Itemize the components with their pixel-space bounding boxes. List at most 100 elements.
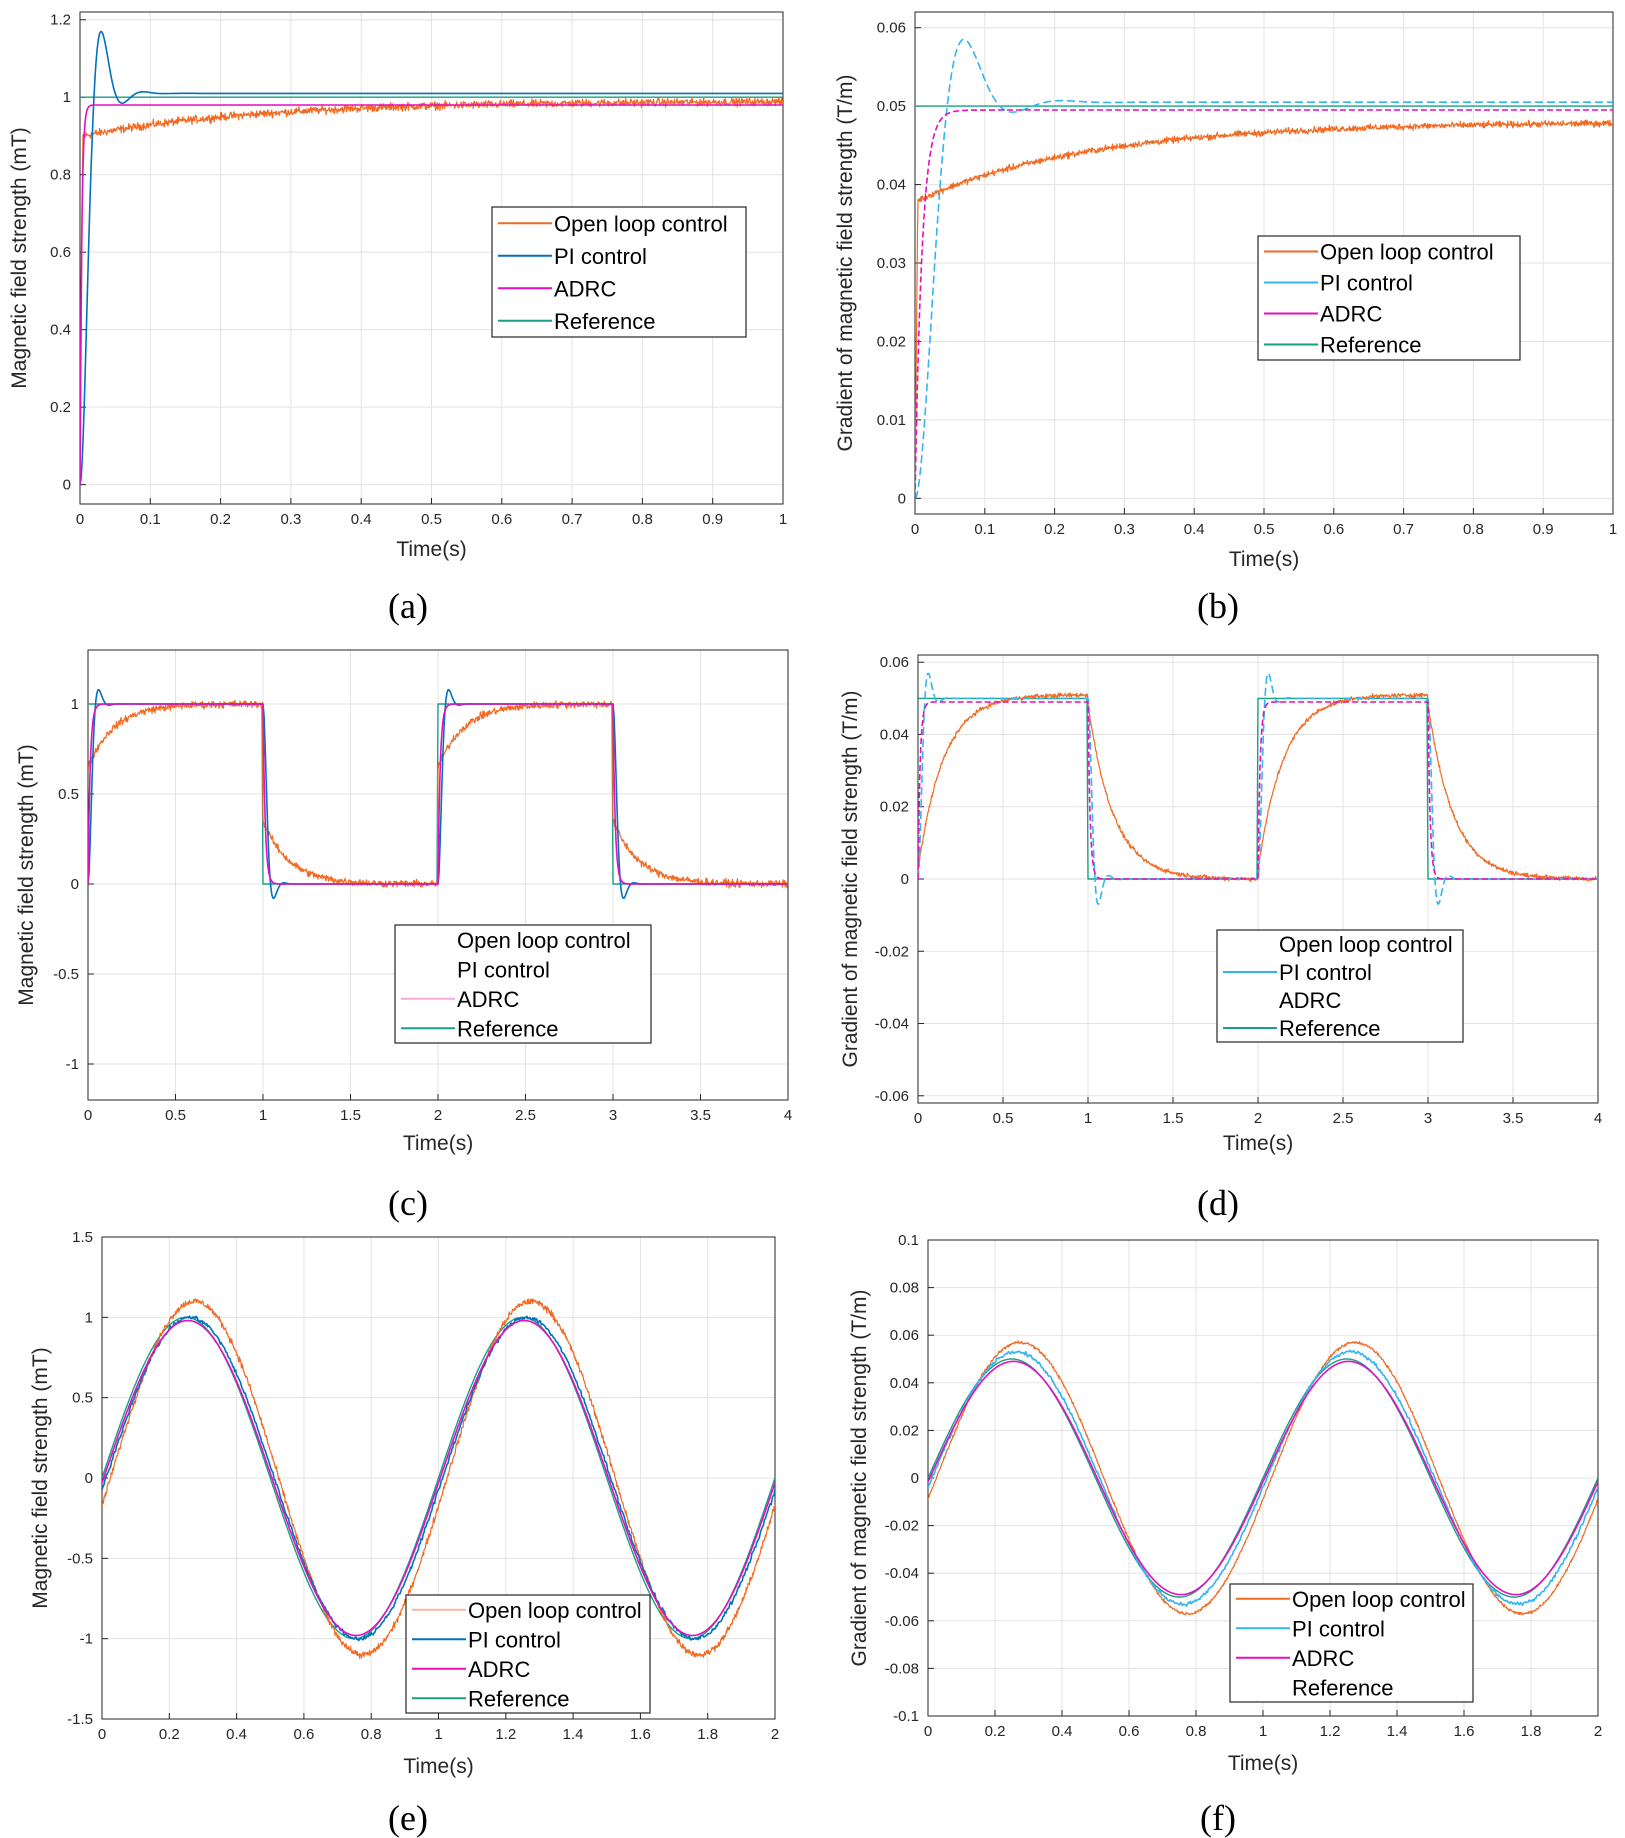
y-tick-label: 0.06 bbox=[880, 654, 909, 671]
legend: Open loop control PI control ADRC Reference bbox=[1216, 929, 1464, 1043]
x-tick-label: 0.5 bbox=[165, 1107, 186, 1124]
legend-box bbox=[491, 206, 747, 338]
y-tick-label: -1 bbox=[80, 1631, 93, 1648]
x-tick-label: 1 bbox=[1259, 1723, 1267, 1740]
x-tick-label: 0.2 bbox=[159, 1726, 180, 1743]
x-tick-label: 0.4 bbox=[1184, 521, 1205, 538]
legend-entry-label: Open loop control bbox=[1279, 932, 1453, 957]
legend-entry-label: PI control bbox=[468, 1627, 561, 1652]
x-tick-label: 0.2 bbox=[1044, 521, 1065, 538]
x-tick-label: 0.8 bbox=[632, 511, 653, 528]
plot-area bbox=[102, 1298, 775, 1659]
legend-entry-label: Reference bbox=[1320, 333, 1422, 358]
x-tick-label: 0.8 bbox=[1463, 521, 1484, 538]
x-tick-label: 0.9 bbox=[1533, 521, 1554, 538]
legend-box bbox=[405, 1594, 651, 1714]
plot-area bbox=[928, 1340, 1598, 1616]
y-tick-label: -0.1 bbox=[893, 1708, 919, 1725]
plot-area bbox=[918, 672, 1598, 905]
x-tick-label: 1 bbox=[259, 1107, 267, 1124]
series-line-open-loop bbox=[88, 699, 788, 889]
x-tick-label: 3 bbox=[609, 1107, 617, 1124]
x-tick-label: 3.5 bbox=[1503, 1110, 1524, 1127]
y-axis-label: Gradient of magnetic field strength (T/m… bbox=[834, 75, 857, 452]
x-tick-label: 0.2 bbox=[210, 511, 231, 528]
y-tick-label: 0.8 bbox=[50, 167, 71, 184]
y-tick-label: -0.08 bbox=[885, 1660, 919, 1677]
y-tick-label: -0.02 bbox=[875, 943, 909, 960]
series-line-pi bbox=[928, 1349, 1598, 1607]
legend-entry-label: ADRC bbox=[1320, 302, 1382, 327]
y-tick-label: 0.2 bbox=[50, 399, 71, 416]
y-tick-label: -0.04 bbox=[875, 1016, 909, 1033]
legend-entry-label: ADRC bbox=[468, 1657, 530, 1682]
legend-entry-label: Reference bbox=[1279, 1016, 1381, 1041]
y-tick-label: -0.02 bbox=[885, 1518, 919, 1535]
series-line-adrc bbox=[88, 703, 788, 885]
x-tick-label: 1 bbox=[434, 1726, 442, 1743]
legend-entry-label: PI control bbox=[1320, 271, 1413, 296]
x-tick-label: 3 bbox=[1424, 1110, 1432, 1127]
y-tick-label: 0 bbox=[85, 1470, 93, 1487]
y-tick-label: -0.06 bbox=[875, 1088, 909, 1105]
series-line-pi bbox=[102, 1315, 775, 1642]
x-tick-label: 1.6 bbox=[1454, 1723, 1475, 1740]
y-tick-label: 0.4 bbox=[50, 322, 71, 339]
panel-label: (b) bbox=[1197, 586, 1239, 626]
x-axis-label: Time(s) bbox=[1223, 1132, 1293, 1155]
legend-entry-label: ADRC bbox=[457, 987, 519, 1012]
series-line-adrc bbox=[915, 109, 1613, 499]
legend-box bbox=[1257, 235, 1521, 361]
series-line-adrc bbox=[102, 1319, 775, 1637]
legend-entry-label: ADRC bbox=[1292, 1646, 1354, 1671]
y-tick-label: 0.5 bbox=[58, 786, 79, 803]
legend-entry-label: Open loop control bbox=[1320, 240, 1494, 265]
y-tick-label: 0.05 bbox=[877, 98, 906, 115]
x-tick-label: 1.8 bbox=[697, 1726, 718, 1743]
x-tick-label: 0.1 bbox=[974, 521, 995, 538]
plot-area bbox=[88, 689, 788, 899]
series-line-adrc bbox=[928, 1360, 1598, 1596]
y-tick-label: 1.5 bbox=[72, 1229, 93, 1246]
legend-box bbox=[1216, 929, 1464, 1043]
y-tick-label: 0 bbox=[911, 1470, 919, 1487]
x-tick-label: 0.6 bbox=[1119, 1723, 1140, 1740]
y-tick-label: 0.06 bbox=[890, 1327, 919, 1344]
x-tick-label: 1.8 bbox=[1521, 1723, 1542, 1740]
x-tick-label: 0.4 bbox=[351, 511, 372, 528]
series-line-open-loop bbox=[102, 1298, 775, 1659]
legend: Open loop control PI control ADRC Reference bbox=[405, 1594, 651, 1714]
x-tick-label: 2 bbox=[771, 1726, 779, 1743]
panel-label: (d) bbox=[1197, 1183, 1239, 1223]
x-tick-label: 0.7 bbox=[562, 511, 583, 528]
x-tick-label: 1.5 bbox=[1163, 1110, 1184, 1127]
x-tick-label: 0.8 bbox=[1186, 1723, 1207, 1740]
x-tick-label: 1.6 bbox=[630, 1726, 651, 1743]
legend-entry-label: PI control bbox=[1292, 1616, 1385, 1641]
y-tick-label: 0.02 bbox=[880, 799, 909, 816]
y-tick-label: 1.2 bbox=[50, 12, 71, 29]
x-axis-label: Time(s) bbox=[403, 1132, 473, 1155]
x-tick-label: 1 bbox=[779, 511, 787, 528]
x-tick-label: 0.5 bbox=[421, 511, 442, 528]
y-tick-label: 1 bbox=[71, 696, 79, 713]
chart-panel-b: 0 0.1 0.2 0.3 0.4 0.5 0.6 0.7 0.8 0.9 1 0 0.01 0.02 0.… bbox=[834, 11, 1617, 626]
x-axis-label: Time(s) bbox=[1228, 1752, 1298, 1775]
x-axis-label: Time(s) bbox=[1229, 548, 1299, 571]
x-tick-label: 4 bbox=[1594, 1110, 1602, 1127]
legend-entry-label: Reference bbox=[468, 1686, 570, 1711]
y-tick-label: 0 bbox=[71, 876, 79, 893]
x-tick-label: 0.1 bbox=[140, 511, 161, 528]
legend-entry-label: PI control bbox=[457, 957, 550, 982]
y-axis-label: Magnetic field strength (mT) bbox=[29, 1347, 52, 1608]
y-tick-label: 0.5 bbox=[72, 1390, 93, 1407]
legend-entry-label: Reference bbox=[554, 309, 656, 334]
x-tick-label: 0.8 bbox=[361, 1726, 382, 1743]
x-tick-label: 2.5 bbox=[1333, 1110, 1354, 1127]
y-tick-label: 0 bbox=[898, 490, 906, 507]
panel-label: (f) bbox=[1200, 1798, 1236, 1838]
x-tick-label: 2 bbox=[434, 1107, 442, 1124]
x-tick-label: 0 bbox=[911, 521, 919, 538]
legend-entry-label: Open loop control bbox=[457, 928, 631, 953]
x-tick-label: 2 bbox=[1594, 1723, 1602, 1740]
